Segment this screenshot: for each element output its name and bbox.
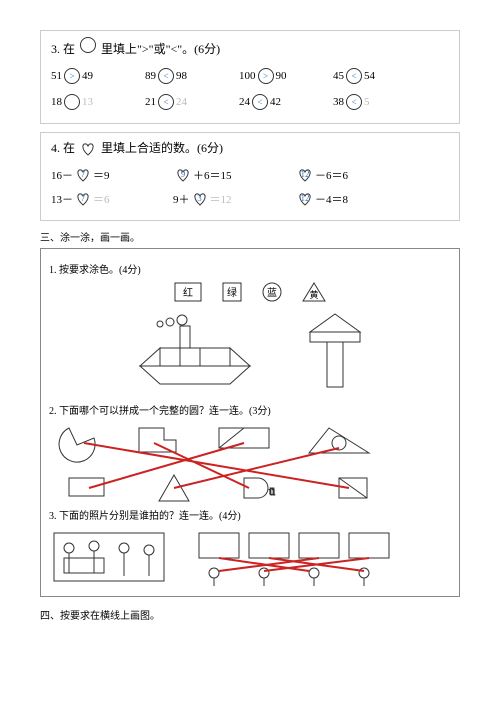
answer-heart[interactable]: 9 xyxy=(175,168,191,182)
question-4: 4. 在 里填上合适的数。(6分) 16－7＝9 9＋6＝15 12－6＝6 1… xyxy=(40,132,460,221)
boat-diagram xyxy=(130,312,260,392)
q4-item: 13－7＝6 xyxy=(51,191,171,207)
q3-item: 24<42 xyxy=(239,94,329,110)
q3-item: 51>49 xyxy=(51,68,141,84)
q4-item: 12－6＝6 xyxy=(295,167,415,183)
svg-text:ū: ū xyxy=(269,484,275,498)
matching-shapes: ū xyxy=(49,423,451,503)
blue-circle-icon: 蓝 xyxy=(262,282,282,302)
heart-icon xyxy=(80,142,96,156)
circle-icon xyxy=(80,37,96,53)
svg-text:红: 红 xyxy=(183,286,193,299)
red-rect-icon: 红 xyxy=(174,282,202,302)
q4-title: 4. 在 里填上合适的数。(6分) xyxy=(51,139,449,156)
answer-heart[interactable]: 12 xyxy=(297,168,313,182)
question-3: 3. 在 里填上">"或"<"。(6分) 51>49 89<98 100>90 … xyxy=(40,30,460,124)
answer-circle[interactable]: < xyxy=(346,94,362,110)
shape-pictures xyxy=(49,312,451,392)
q4-item: 16－7＝9 xyxy=(51,167,171,183)
answer-heart[interactable]: 12 xyxy=(297,192,313,206)
q4-item: 12－4＝8 xyxy=(295,191,415,207)
drawing-section: 1. 按要求涂色。(4分) 红 绿 蓝 黄 xyxy=(40,248,460,597)
tower-diagram xyxy=(300,312,370,392)
svg-text:蓝: 蓝 xyxy=(267,287,277,299)
section-3-header: 三、涂一涂，画一画。 xyxy=(40,229,460,244)
q3-title-a: 3. 在 xyxy=(51,42,75,56)
svg-text:黄: 黄 xyxy=(309,289,318,300)
q3-title: 3. 在 里填上">"或"<"。(6分) xyxy=(51,37,449,57)
q4-item: 9＋3＝12 xyxy=(173,191,293,207)
svg-text:绿: 绿 xyxy=(227,286,237,299)
photo-diagram xyxy=(49,528,429,588)
q3-title-b: 里填上">"或"<"。(6分) xyxy=(101,42,220,56)
section-4-header: 四、按要求在横线上画图。 xyxy=(40,607,460,622)
q3-item: 1813 xyxy=(51,94,141,110)
answer-circle[interactable] xyxy=(64,94,80,110)
answer-circle[interactable]: > xyxy=(64,68,80,84)
q3-row: 51>49 89<98 100>90 45<54 1813 21<24 24<4… xyxy=(51,65,449,113)
answer-heart[interactable]: 3 xyxy=(192,192,208,206)
match-diagram: ū xyxy=(49,423,429,503)
p1-title: 1. 按要求涂色。(4分) xyxy=(49,261,451,276)
yellow-triangle-icon: 黄 xyxy=(302,282,326,302)
q4-title-b: 里填上合适的数。(6分) xyxy=(101,141,223,155)
answer-heart[interactable]: 7 xyxy=(75,168,91,182)
q4-title-a: 4. 在 xyxy=(51,141,75,155)
answer-circle[interactable]: < xyxy=(252,94,268,110)
q3-item: 21<24 xyxy=(145,94,235,110)
answer-circle[interactable]: < xyxy=(346,68,362,84)
q3-item: 100>90 xyxy=(239,68,329,84)
p2-title: 2. 下面哪个可以拼成一个完整的圆？连一连。(3分) xyxy=(49,402,451,417)
q4-row: 16－7＝9 9＋6＝15 12－6＝6 13－7＝6 9＋3＝12 12－4＝… xyxy=(51,164,449,210)
answer-heart[interactable]: 7 xyxy=(75,192,91,206)
photo-matching xyxy=(49,528,451,588)
answer-circle[interactable]: > xyxy=(258,68,274,84)
green-square-icon: 绿 xyxy=(222,282,242,302)
q3-item: 89<98 xyxy=(145,68,235,84)
q3-item: 45<54 xyxy=(333,68,423,84)
p3-title: 3. 下面的照片分别是谁拍的？连一连。(4分) xyxy=(49,507,451,522)
answer-circle[interactable]: < xyxy=(158,94,174,110)
color-legend: 红 绿 蓝 黄 xyxy=(49,282,451,302)
q3-item: 38<5 xyxy=(333,94,423,110)
answer-circle[interactable]: < xyxy=(158,68,174,84)
q4-item: 9＋6＝15 xyxy=(173,167,293,183)
